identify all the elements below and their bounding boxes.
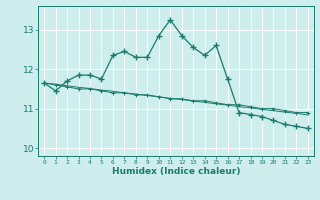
- X-axis label: Humidex (Indice chaleur): Humidex (Indice chaleur): [112, 167, 240, 176]
